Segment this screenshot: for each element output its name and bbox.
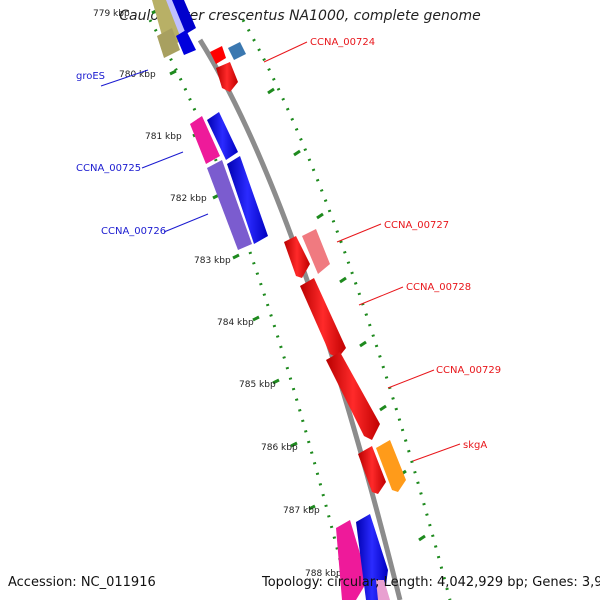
tick-label: 784 kbp — [217, 318, 254, 328]
topology-text: Topology: circular; Length: 4,042,929 bp… — [262, 575, 600, 590]
tick-label: 783 kbp — [194, 256, 231, 266]
gene-feature[interactable] — [300, 278, 346, 358]
gene-feature[interactable] — [356, 514, 388, 600]
leader-lines — [100, 41, 461, 462]
tick-label: 786 kbp — [261, 443, 298, 453]
tick-label: 782 kbp — [170, 194, 207, 204]
gene-feature[interactable] — [216, 62, 238, 92]
tick-label: 779 kbp — [93, 9, 130, 19]
gene-feature[interactable] — [210, 46, 226, 64]
gene-label-ccna-00725[interactable]: CCNA_00725 — [76, 163, 141, 174]
gene-feature[interactable] — [207, 160, 252, 250]
gene-feature[interactable] — [228, 42, 246, 60]
tick-label: 787 kbp — [283, 506, 320, 516]
gene-feature[interactable] — [358, 446, 386, 494]
outer-scale-line — [241, 19, 452, 600]
gene-feature[interactable] — [302, 229, 330, 274]
tick-label: 785 kbp — [239, 380, 276, 390]
outer-major-ticks — [267, 87, 426, 542]
gene-feature[interactable] — [190, 116, 220, 164]
gene-feature[interactable] — [227, 156, 268, 244]
gene-label-ccna-00729[interactable]: CCNA_00729 — [436, 365, 501, 376]
gene-label-skga[interactable]: skgA — [463, 440, 487, 451]
gene-feature[interactable] — [376, 440, 406, 492]
gene-feature[interactable] — [376, 580, 390, 600]
tick-label: 780 kbp — [119, 70, 156, 80]
gene-label-ccna-00728[interactable]: CCNA_00728 — [406, 282, 471, 293]
gene-feature[interactable] — [172, 0, 196, 34]
gene-feature[interactable] — [284, 236, 310, 278]
gene-label-ccna-00724[interactable]: CCNA_00724 — [310, 37, 375, 48]
gene-label-ccna-00726[interactable]: CCNA_00726 — [101, 226, 166, 237]
gene-feature[interactable] — [326, 352, 380, 440]
gene-feature[interactable] — [207, 112, 238, 160]
accession-text: Accession: NC_011916 — [8, 575, 156, 590]
gene-label-ccna-00727[interactable]: CCNA_00727 — [384, 220, 449, 231]
gene-feature[interactable] — [157, 28, 180, 58]
tick-label: 788 kbp — [305, 569, 342, 579]
gene-feature[interactable] — [176, 30, 196, 55]
map-title: Caulobacter crescentus NA1000, complete … — [119, 8, 481, 24]
gene-label-groes[interactable]: groES — [76, 71, 105, 82]
gene-feature[interactable] — [336, 520, 368, 600]
tick-label: 781 kbp — [145, 132, 182, 142]
